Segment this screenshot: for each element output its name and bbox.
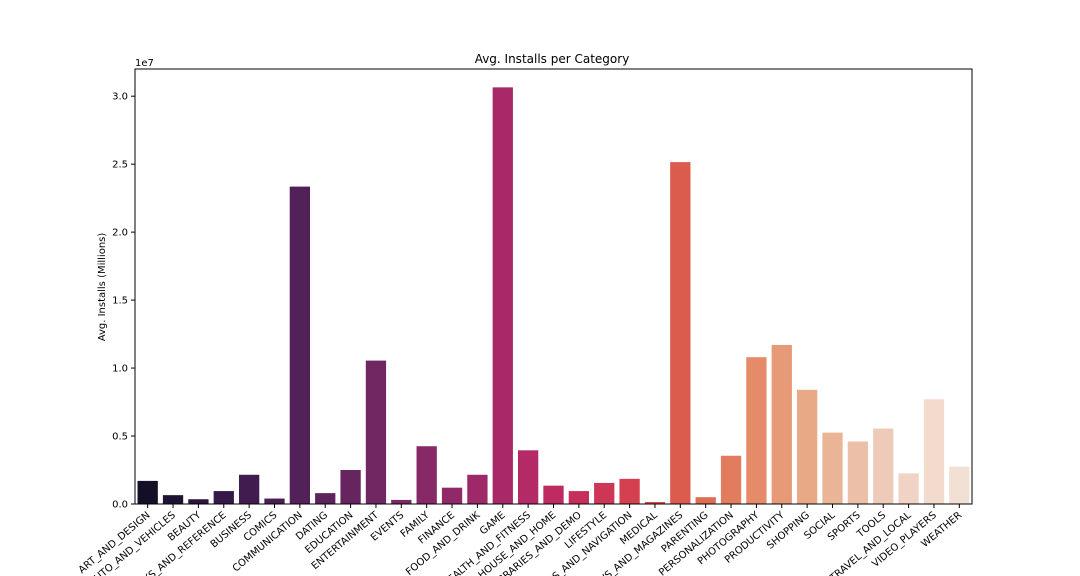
- bar: [847, 441, 869, 504]
- y-tick-label: 0.0: [112, 500, 128, 511]
- bar: [746, 357, 767, 504]
- y-axis-label: Avg. Installs (Millions): [97, 233, 108, 342]
- bar: [365, 360, 387, 504]
- bar: [822, 432, 843, 504]
- bars-group: [137, 87, 970, 505]
- bar: [543, 485, 564, 504]
- y-tick-label: 2.0: [112, 228, 128, 239]
- bar: [340, 470, 361, 504]
- y-axis-offset-text: 1e7: [135, 58, 154, 69]
- bar: [873, 428, 894, 504]
- bar: [898, 473, 919, 504]
- y-tick-label: 1.0: [112, 364, 128, 375]
- bar: [416, 446, 437, 504]
- bar: [771, 344, 792, 504]
- bar: [670, 162, 691, 504]
- bar: [594, 482, 615, 504]
- bar: [720, 455, 742, 504]
- bar: [644, 501, 666, 504]
- plot-frame: [134, 68, 973, 505]
- bar: [188, 499, 209, 504]
- bar: [289, 186, 311, 504]
- bar: [391, 499, 412, 504]
- bar: [695, 497, 716, 504]
- y-axis-ticks: 0.0 0.5 1.0 1.5 2.0 2.5 3.0: [112, 92, 135, 511]
- chart-title: Avg. Installs per Category: [475, 52, 630, 66]
- y-tick-label: 3.0: [112, 92, 128, 103]
- bar: [213, 491, 234, 504]
- bar: [517, 450, 539, 504]
- y-tick-label: 1.5: [112, 296, 128, 307]
- y-tick-label: 2.5: [112, 160, 128, 171]
- bar: [619, 478, 640, 504]
- bar: [467, 474, 488, 504]
- bar: [492, 87, 513, 504]
- bar: [137, 480, 158, 504]
- bar: [315, 493, 336, 505]
- bar: [162, 495, 184, 504]
- bar: [264, 498, 285, 504]
- y-tick-label: 0.5: [112, 432, 128, 443]
- bar: [568, 491, 590, 504]
- bar: [923, 399, 945, 504]
- bar: [796, 389, 818, 504]
- bar: [441, 487, 463, 504]
- bar: [949, 466, 970, 504]
- bar: [238, 474, 260, 504]
